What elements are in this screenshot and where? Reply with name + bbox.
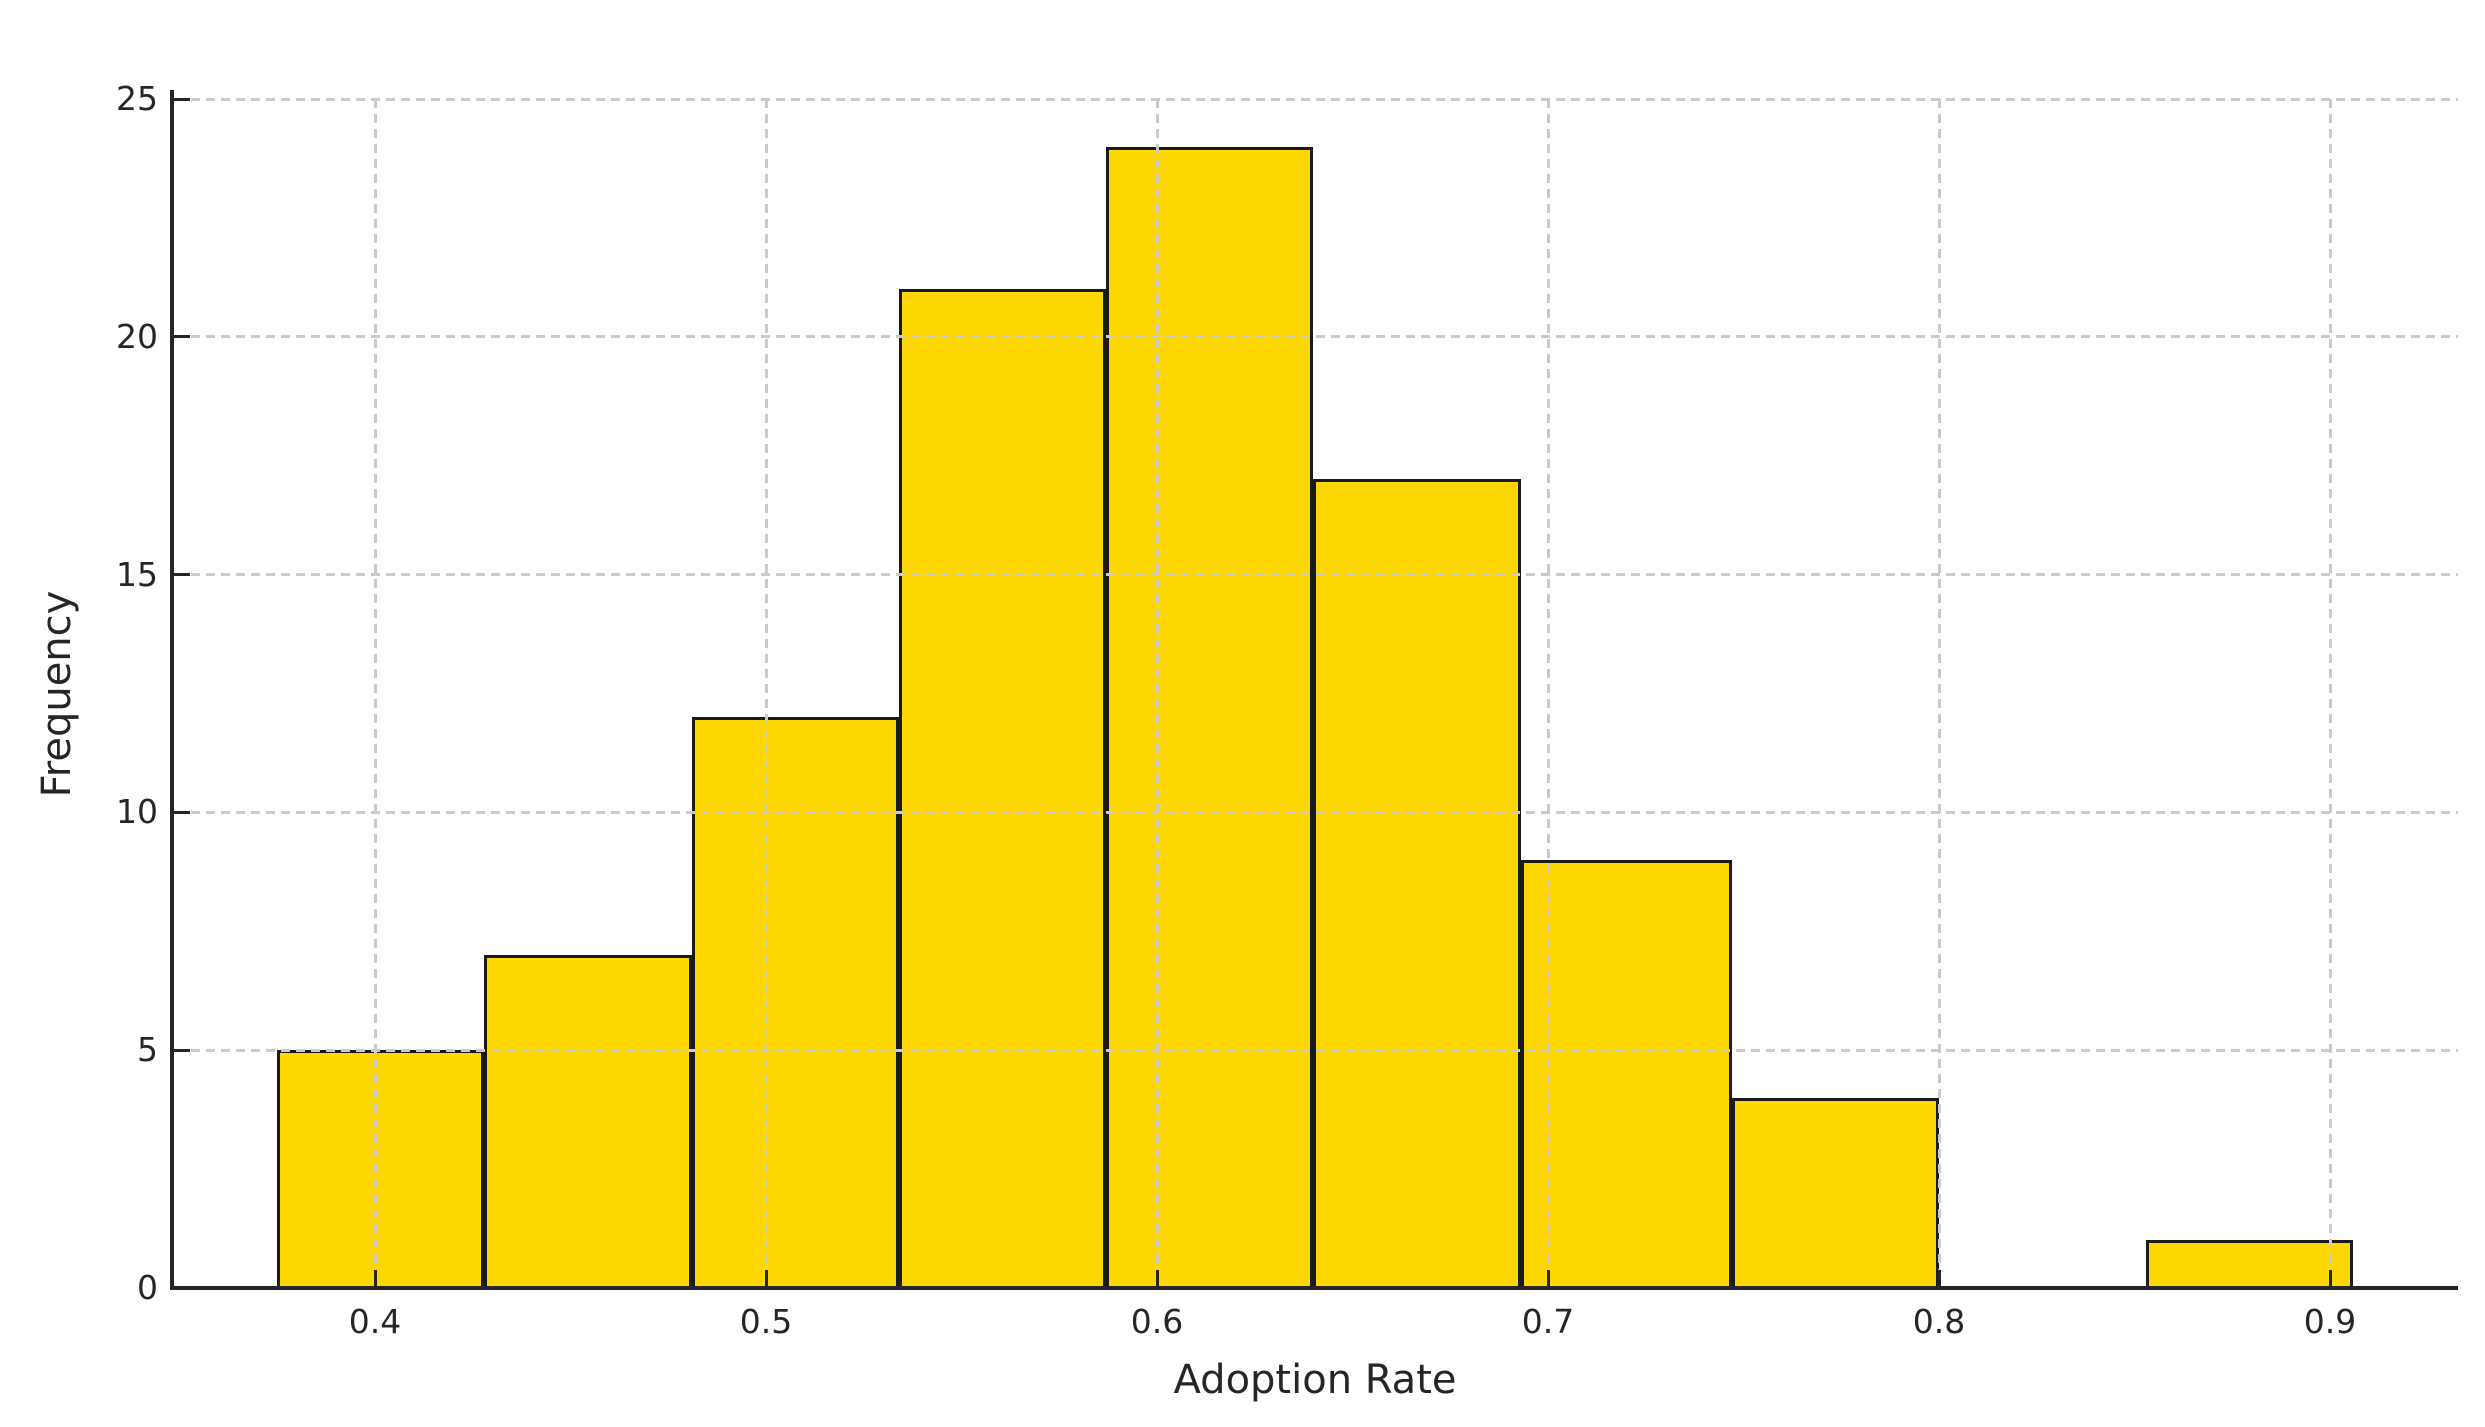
histogram-bar bbox=[484, 955, 692, 1290]
gridline-vertical bbox=[373, 99, 377, 1288]
x-tick-mark bbox=[764, 1270, 768, 1288]
gridline-horizontal bbox=[176, 335, 2458, 339]
x-tick-label: 0.7 bbox=[1521, 1302, 1575, 1341]
y-tick-mark bbox=[172, 1048, 190, 1052]
y-tick-label: 10 bbox=[116, 792, 158, 832]
histogram-bar bbox=[898, 289, 1107, 1290]
x-tick-label: 0.5 bbox=[739, 1302, 793, 1341]
histogram-bar bbox=[2146, 1240, 2354, 1290]
x-tick-mark bbox=[1937, 1270, 1941, 1288]
gridline-vertical bbox=[1155, 99, 1159, 1288]
x-axis-spine bbox=[170, 1286, 2458, 1290]
y-tick-label: 0 bbox=[137, 1268, 158, 1307]
y-tick-mark bbox=[172, 1286, 190, 1290]
gridline-vertical bbox=[1937, 99, 1941, 1288]
histogram-bar bbox=[1106, 146, 1314, 1290]
x-tick-label: 0.6 bbox=[1130, 1302, 1184, 1341]
gridline-vertical bbox=[2328, 99, 2332, 1288]
x-tick-mark bbox=[373, 1270, 377, 1288]
y-tick-mark bbox=[172, 810, 190, 814]
x-tick-label: 0.9 bbox=[2303, 1302, 2357, 1341]
x-axis-label: Adoption Rate bbox=[1173, 1357, 1457, 1403]
gridline-vertical bbox=[764, 99, 768, 1288]
x-tick-label: 0.4 bbox=[348, 1302, 402, 1341]
gridline-horizontal bbox=[176, 573, 2458, 577]
y-tick-mark bbox=[172, 97, 190, 101]
histogram-bar bbox=[691, 717, 899, 1290]
y-axis-spine bbox=[170, 90, 174, 1290]
gridline-horizontal bbox=[176, 810, 2458, 814]
histogram-bar bbox=[277, 1050, 485, 1290]
y-tick-mark bbox=[172, 573, 190, 577]
y-axis-label: Frequency bbox=[34, 590, 80, 797]
y-tick-label: 5 bbox=[137, 1030, 158, 1070]
y-tick-label: 15 bbox=[116, 554, 158, 594]
histogram-bar bbox=[1313, 479, 1521, 1290]
gridline-horizontal bbox=[176, 1048, 2458, 1052]
x-tick-mark bbox=[1546, 1270, 1550, 1288]
x-tick-mark bbox=[2328, 1270, 2332, 1288]
gridline-vertical bbox=[1546, 99, 1550, 1288]
y-tick-mark bbox=[172, 335, 190, 339]
x-tick-mark bbox=[1155, 1270, 1159, 1288]
gridline-horizontal bbox=[176, 97, 2458, 101]
x-tick-label: 0.8 bbox=[1912, 1302, 1966, 1341]
y-tick-label: 25 bbox=[116, 79, 158, 118]
histogram-bar bbox=[1731, 1097, 1939, 1290]
histogram-bar bbox=[1520, 859, 1732, 1290]
y-tick-label: 20 bbox=[116, 316, 158, 356]
